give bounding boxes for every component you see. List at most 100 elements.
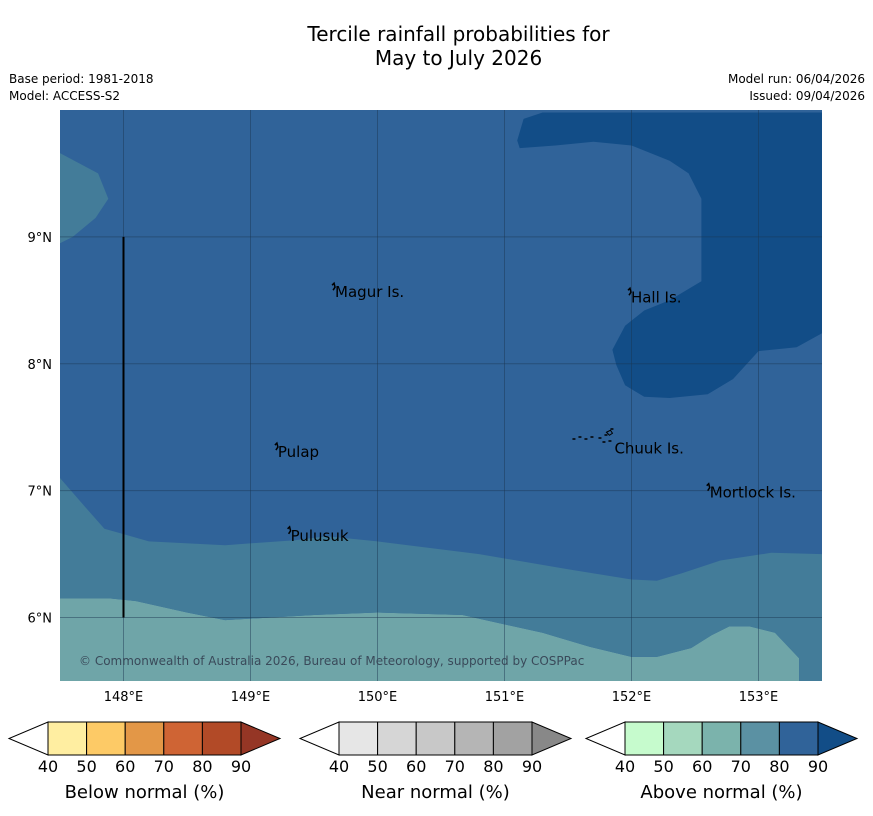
- x-tick-label: 153°E: [739, 690, 779, 705]
- legend-swatch: [701, 721, 742, 756]
- island-marker: [287, 525, 292, 535]
- legend-title: Below normal (%): [65, 782, 225, 803]
- island-marker: [627, 286, 632, 296]
- legend-tick-label: 40: [329, 757, 349, 776]
- island-marker: [572, 438, 576, 440]
- legend-swatch: [454, 721, 494, 756]
- legend-min-extension: [584, 721, 626, 756]
- legends: 40 50 60 70 80 90 Below normal (%) 40 50 60 70 80 90…: [7, 721, 859, 803]
- legend-swatch: [492, 721, 533, 756]
- x-tick-label: 151°E: [485, 690, 525, 705]
- map-features: Magur Is. Hall Is. Pulap Chuuk Is. Mortlock …: [122, 236, 796, 618]
- island-label: Pulusuk: [291, 527, 349, 545]
- legend-tick-label: 80: [769, 757, 789, 776]
- y-tick-label: 6°N: [28, 612, 53, 627]
- island-mortlock-is: Mortlock Is.: [706, 482, 796, 502]
- island-magur-is: Magur Is.: [331, 281, 404, 301]
- island-pulap: Pulap: [274, 441, 319, 461]
- y-tick-label: 7°N: [28, 485, 53, 500]
- island-marker: [274, 441, 279, 451]
- legend-tick-label: 90: [808, 757, 828, 776]
- legend-max-extension: [531, 721, 573, 756]
- legend-tick-label: 80: [192, 757, 212, 776]
- meta-right: Model run: 06/04/2026 Issued: 09/04/2026: [728, 71, 865, 105]
- island-marker: [608, 440, 612, 442]
- legend-max-extension: [240, 721, 282, 756]
- region-70-80-3: [60, 153, 109, 244]
- probability-regions: [60, 110, 822, 681]
- island-label: Pulap: [278, 443, 319, 461]
- island-marker: [604, 434, 608, 436]
- legend-near-normal: 40 50 60 70 80 90 Near normal (%): [298, 721, 573, 803]
- legend-swatch: [163, 721, 203, 756]
- y-tick-label: 8°N: [28, 358, 53, 373]
- island-label: Mortlock Is.: [710, 484, 796, 502]
- legend-tick-label: 90: [522, 757, 542, 776]
- legend-min-extension: [7, 721, 49, 756]
- island-marker: [602, 441, 606, 443]
- legend-tick-label: 60: [406, 757, 426, 776]
- y-tick-label: 9°N: [28, 231, 53, 246]
- x-tick-label: 149°E: [231, 690, 271, 705]
- legend-min-extension: [298, 721, 340, 756]
- legend-tick-label: 40: [615, 757, 635, 776]
- legend-title: Near normal (%): [361, 782, 510, 803]
- legend-tick-label: 50: [653, 757, 673, 776]
- island-marker: [331, 281, 336, 291]
- island-label: Magur Is.: [335, 283, 404, 301]
- copyright-text: © Commonwealth of Australia 2026, Bureau…: [79, 654, 584, 668]
- legend-tick-label: 50: [367, 757, 387, 776]
- island-marker: [584, 438, 588, 440]
- legend-tick-label: 50: [76, 757, 96, 776]
- legend-swatch: [624, 721, 665, 756]
- island-chuuk-is: Chuuk Is.: [572, 428, 684, 457]
- island-marker: [610, 428, 614, 430]
- legend-swatch: [415, 721, 456, 756]
- x-tick-label: 150°E: [358, 690, 398, 705]
- x-tick-label: 152°E: [612, 690, 652, 705]
- title-line-2: May to July 2026: [374, 46, 543, 70]
- legend-swatch: [377, 721, 417, 756]
- island-marker: [590, 436, 594, 438]
- issued-text: Issued: 09/04/2026: [749, 89, 865, 103]
- legend-swatch: [740, 721, 780, 756]
- island-label: Hall Is.: [631, 288, 682, 306]
- legend-title: Above normal (%): [640, 782, 802, 803]
- model-run-text: Model run: 06/04/2026: [727, 72, 865, 86]
- legend-max-extension: [817, 721, 859, 756]
- meta-left: Base period: 1981-2018 Model: ACCESS-S2: [9, 71, 154, 105]
- legend-swatch: [47, 721, 88, 756]
- island-marker: [578, 436, 582, 438]
- x-tick-label: 148°E: [104, 690, 144, 705]
- legend-tick-label: 60: [115, 757, 135, 776]
- model-text: Model: ACCESS-S2: [9, 89, 121, 103]
- legend-swatch: [201, 721, 242, 756]
- legend-tick-label: 70: [445, 757, 465, 776]
- island-marker: [598, 437, 602, 439]
- island-label: Chuuk Is.: [614, 439, 683, 457]
- legend-tick-label: 90: [231, 757, 251, 776]
- legend-swatch: [663, 721, 703, 756]
- legend-tick-label: 40: [38, 757, 58, 776]
- region-90-4: [517, 112, 822, 398]
- legend-below-normal: 40 50 60 70 80 90 Below normal (%): [7, 721, 282, 803]
- title-line-1: Tercile rainfall probabilities for: [307, 22, 610, 46]
- island-marker: [706, 482, 711, 492]
- legend-swatch: [86, 721, 126, 756]
- base-period-text: Base period: 1981-2018: [9, 72, 154, 86]
- legend-swatch: [124, 721, 165, 756]
- legend-tick-label: 80: [483, 757, 503, 776]
- legend-swatch: [338, 721, 379, 756]
- legend-above-normal: 40 50 60 70 80 90 Above normal (%): [584, 721, 859, 803]
- island-hall-is: Hall Is.: [627, 286, 682, 306]
- region-70-80-2: [60, 478, 822, 681]
- legend-tick-label: 70: [731, 757, 751, 776]
- island-pulusuk: Pulusuk: [287, 525, 349, 545]
- chart-title: Tercile rainfall probabilities for May t…: [0, 22, 873, 70]
- axis-labels: 148°E 149°E 150°E 151°E 152°E 153°E 6°N 7°N 8°N 9…: [28, 231, 779, 705]
- legend-tick-label: 70: [154, 757, 174, 776]
- legend-swatch: [778, 721, 819, 756]
- region-60-70-1: [60, 598, 800, 681]
- legend-tick-label: 60: [692, 757, 712, 776]
